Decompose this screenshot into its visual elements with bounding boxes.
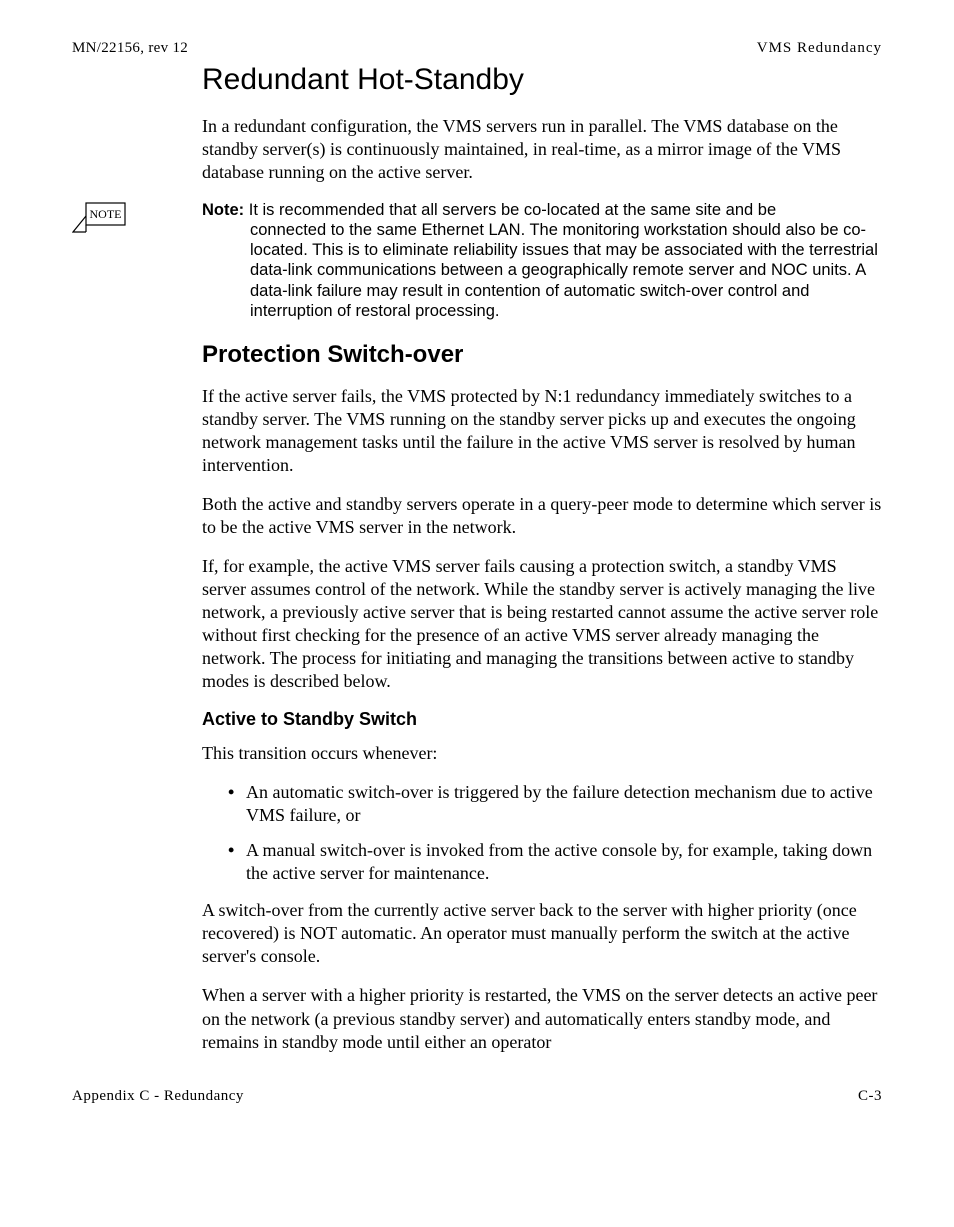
section-protection: Protection Switch-over If the active ser… (202, 341, 882, 1054)
note-first-line: It is recommended that all servers be co… (249, 201, 776, 219)
section2-p1: A switch-over from the currently active … (202, 899, 882, 968)
main-title-block: Redundant Hot-Standby In a redundant con… (202, 63, 882, 184)
page-header: MN/22156, rev 12 VMS Redundancy (72, 40, 882, 57)
section2-p2: When a server with a higher priority is … (202, 984, 882, 1053)
list-item: An automatic switch-over is triggered by… (228, 781, 882, 827)
note-body: Note: It is recommended that all servers… (202, 200, 882, 321)
bullet-list: An automatic switch-over is triggered by… (202, 781, 882, 885)
list-item: A manual switch-over is invoked from the… (228, 839, 882, 885)
section1-p2: Both the active and standby servers oper… (202, 493, 882, 539)
section1-p3: If, for example, the active VMS server f… (202, 555, 882, 693)
section1-p1: If the active server fails, the VMS prot… (202, 385, 882, 477)
intro-paragraph: In a redundant configuration, the VMS se… (202, 115, 882, 184)
note-icon: NOTE (72, 202, 126, 242)
footer-right: C-3 (858, 1088, 882, 1105)
page: MN/22156, rev 12 VMS Redundancy Redundan… (0, 0, 954, 1145)
note-block: NOTE Note: It is recommended that all se… (72, 200, 882, 321)
page-title: Redundant Hot-Standby (202, 63, 882, 97)
note-icon-label: NOTE (90, 207, 122, 221)
section2-lead: This transition occurs whenever: (202, 742, 882, 765)
note-icon-wrap: NOTE (72, 200, 202, 247)
note-rest: connected to the same Ethernet LAN. The … (250, 220, 882, 321)
header-left: MN/22156, rev 12 (72, 40, 188, 57)
section2-heading: Active to Standby Switch (202, 709, 882, 730)
section1-heading: Protection Switch-over (202, 341, 882, 369)
header-right: VMS Redundancy (757, 40, 882, 57)
footer-left: Appendix C - Redundancy (72, 1088, 244, 1105)
page-footer: Appendix C - Redundancy C-3 (72, 1088, 882, 1105)
note-label: Note: (202, 201, 244, 219)
